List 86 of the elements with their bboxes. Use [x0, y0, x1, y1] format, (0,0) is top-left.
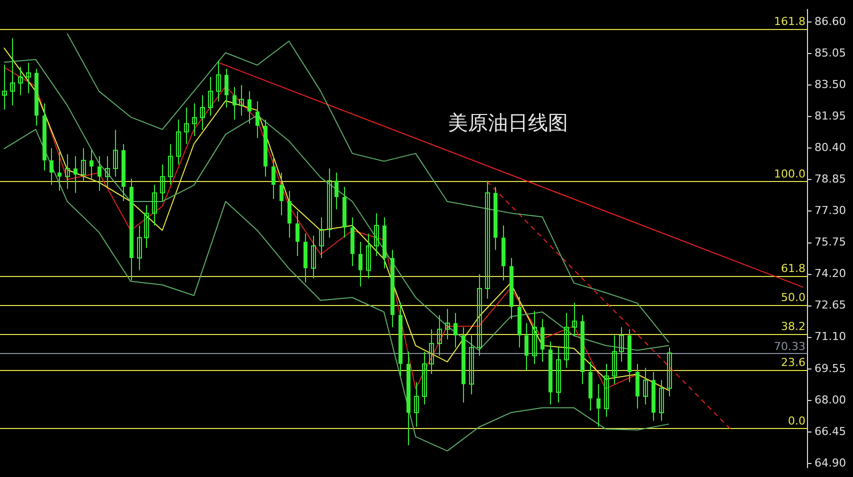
- candlestick: [192, 102, 197, 136]
- candlestick: [232, 86, 236, 120]
- candlestick: [366, 233, 371, 279]
- candlestick: [414, 382, 419, 428]
- candlestick: [445, 308, 450, 340]
- candlestick: [105, 156, 110, 188]
- candlestick: [619, 326, 624, 362]
- candlestick: [65, 154, 70, 190]
- y-tick-label: 85.05: [814, 46, 846, 60]
- candlestick: [572, 302, 577, 336]
- candlestick: [604, 363, 609, 418]
- annotation: 100.0: [774, 168, 806, 181]
- ref-line-label: 70.33: [774, 340, 806, 353]
- candlestick: [98, 156, 102, 192]
- candlestick: [144, 204, 149, 248]
- candlestick: [319, 216, 324, 259]
- y-tick-label: 64.90: [814, 456, 846, 470]
- candlestick: [224, 68, 228, 108]
- candlestick: [90, 150, 94, 180]
- candlestick: [667, 347, 672, 397]
- candlestick: [81, 148, 86, 182]
- candlestick: [429, 328, 434, 375]
- candlestick: [659, 380, 664, 422]
- candlestick: [74, 156, 78, 194]
- candlestick: [564, 312, 569, 368]
- candlestick: [556, 347, 561, 403]
- candlestick: [540, 318, 544, 362]
- candlestick: [176, 119, 181, 165]
- candlestick: [358, 241, 362, 288]
- candlestick: [612, 334, 617, 385]
- candlestick: [58, 152, 62, 192]
- y-tick-label: 81.95: [814, 109, 846, 122]
- candlestick: [184, 106, 189, 145]
- candlestick: [643, 367, 648, 406]
- y-tick-label: 68.00: [814, 393, 846, 406]
- candlestick: [152, 184, 157, 226]
- annotation: 0.0: [788, 414, 806, 428]
- candlestick: [2, 64, 7, 110]
- annotation: 50.0: [781, 290, 806, 304]
- candlestick: [374, 212, 379, 256]
- candlestick: [477, 274, 482, 356]
- candlestick: [422, 351, 427, 406]
- candlestick: [280, 172, 284, 216]
- candlestick: [311, 235, 316, 279]
- candlestick: [334, 172, 338, 210]
- annotation: 23.6: [781, 356, 806, 370]
- y-tick-label: 72.65: [814, 298, 846, 312]
- y-tick-label: 80.40: [814, 141, 846, 154]
- candlestick: [137, 224, 142, 271]
- text: 美原油日线图: [448, 110, 568, 134]
- annotation: 38.2: [781, 320, 806, 334]
- candlestick: [239, 84, 244, 116]
- y-tick-label: 83.50: [814, 78, 846, 91]
- candlestick: [18, 66, 23, 96]
- candlestick: [113, 129, 118, 178]
- candlestick: [296, 210, 300, 256]
- candlestick: [437, 314, 442, 356]
- candlestick: [327, 168, 332, 238]
- y-tick-label: 71.10: [814, 330, 846, 344]
- candlestick: [200, 94, 205, 130]
- annotation: 161.8: [774, 15, 806, 28]
- candlestick: [469, 334, 474, 395]
- y-tick-label: 78.85: [814, 172, 846, 186]
- candlestick: [26, 62, 31, 94]
- candlestick: [524, 322, 528, 370]
- y-tick-label: 69.55: [814, 362, 846, 375]
- candlestick: [454, 312, 458, 348]
- candlestick: [50, 148, 54, 186]
- candlestick: [596, 384, 600, 428]
- y-tick-label: 86.60: [814, 14, 846, 28]
- candlestick: [208, 76, 213, 116]
- candlestick: [272, 156, 276, 200]
- y-tick-label: 77.30: [814, 204, 846, 218]
- candlestick: [216, 60, 221, 102]
- candlestick: [485, 180, 490, 300]
- y-tick-label: 66.45: [814, 424, 846, 438]
- candlestick: [288, 190, 292, 238]
- candlestick: [168, 144, 173, 186]
- candlestick: [248, 90, 252, 124]
- candlestick: [256, 100, 260, 138]
- y-tick-label: 74.20: [814, 267, 846, 280]
- candlestick: [532, 310, 537, 364]
- y-tick-label: 75.75: [814, 236, 846, 249]
- candlestick: [160, 164, 165, 202]
- candlestick: [10, 38, 15, 106]
- annotation: 61.8: [781, 262, 806, 275]
